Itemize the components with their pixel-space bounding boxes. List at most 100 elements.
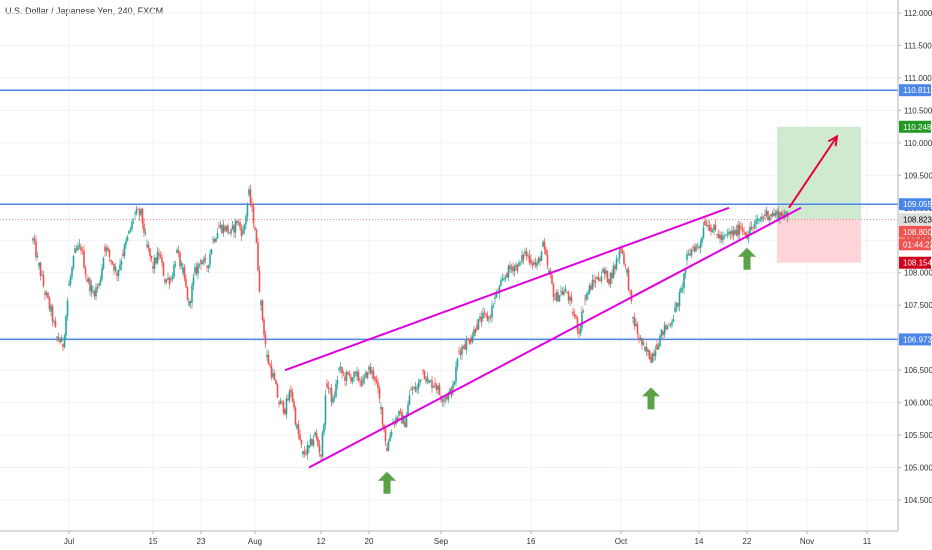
candle-body [120,261,123,265]
candle-body [645,346,648,352]
candle-body [116,272,118,277]
candle-body [437,385,439,390]
candle-body [606,270,609,283]
candle-body [233,225,235,233]
candle-body [353,371,355,379]
candle-body [498,285,501,294]
price-tag [899,120,931,133]
candle-body [119,264,121,271]
candle-body [399,411,402,413]
candle-body [419,379,421,383]
candle-body [72,256,75,268]
candle-body [569,296,571,301]
y-tick-label: 111.500 [904,41,932,50]
candle-body [443,399,445,402]
y-tick-label: 105.000 [904,464,932,473]
candle-body [777,210,780,221]
candle-body [234,220,237,233]
candle-body [675,303,678,308]
candle-body [473,329,475,337]
candle-body [635,324,637,326]
candle-body [686,254,688,260]
candle-body [576,318,579,331]
candle-body [32,238,34,241]
candle-body [237,222,240,224]
candle-body [644,346,646,351]
candle-body [165,279,168,283]
candle-body [425,379,427,382]
candle-body [560,291,562,293]
candle-body [195,267,198,274]
candle-body [512,266,514,272]
candle-body [198,263,201,265]
candle-body [231,225,234,230]
y-tick-label: 104.500 [904,496,932,505]
candle-body [752,227,754,229]
candle-body [776,210,778,215]
candle-body [561,291,564,295]
x-tick-label: Sep [434,537,449,546]
candle-body [350,376,352,382]
candle-body [323,424,325,433]
candle-body [102,257,105,269]
price-tag-label: 01:44:23 [903,240,932,249]
candle-body [639,337,642,340]
candle-body [605,270,607,275]
candle-body [617,258,619,260]
candle-body [422,370,424,371]
candle-body [428,381,430,384]
candle-body [252,206,255,224]
candle-body [485,313,487,315]
candle-body [725,234,727,236]
candle-body [678,292,681,307]
candle-body [92,291,94,293]
candle-body [174,264,177,266]
candle-body [291,391,294,402]
trendlines [284,206,802,469]
candle-body [525,251,528,256]
candle-body [272,373,274,377]
candle-body [273,373,276,381]
candle-body [414,386,417,392]
candle-body [288,391,291,401]
candle-body [681,288,684,289]
candle-body [161,257,163,263]
candle-body [306,444,309,455]
candle-body [696,245,699,247]
candle-body [321,432,324,457]
candle-body [446,396,448,400]
time-axis-bg [0,531,932,550]
candle-body [623,253,625,264]
candle-body [462,346,465,349]
candle-body [369,366,372,374]
candle-body [687,253,690,255]
candle-body [63,335,66,348]
x-tick-label: Jul [64,537,74,546]
candle-body [416,388,418,390]
candle-body [216,233,219,239]
candle-body [204,258,207,259]
candle-body [333,396,336,399]
candle-body [567,292,570,301]
candle-body [351,378,354,382]
candle-body [438,385,441,395]
candle-body [417,382,420,389]
candle-body [479,316,481,319]
level-price-tag-label: 109.055 [903,200,932,209]
up-arrow-icon [738,247,756,270]
candle-body [765,210,768,216]
candle-body [531,263,534,265]
candle-body [113,264,115,271]
candle-body [587,292,589,295]
candle-body [38,262,40,267]
candle-body [543,241,546,250]
candle-body [758,220,760,222]
candle-body [105,247,108,252]
candle-body [215,238,217,242]
candle-body [153,257,156,269]
candle-body [486,314,489,321]
candle-body [356,371,358,377]
candle-body [506,272,508,278]
candle-body [527,255,529,257]
